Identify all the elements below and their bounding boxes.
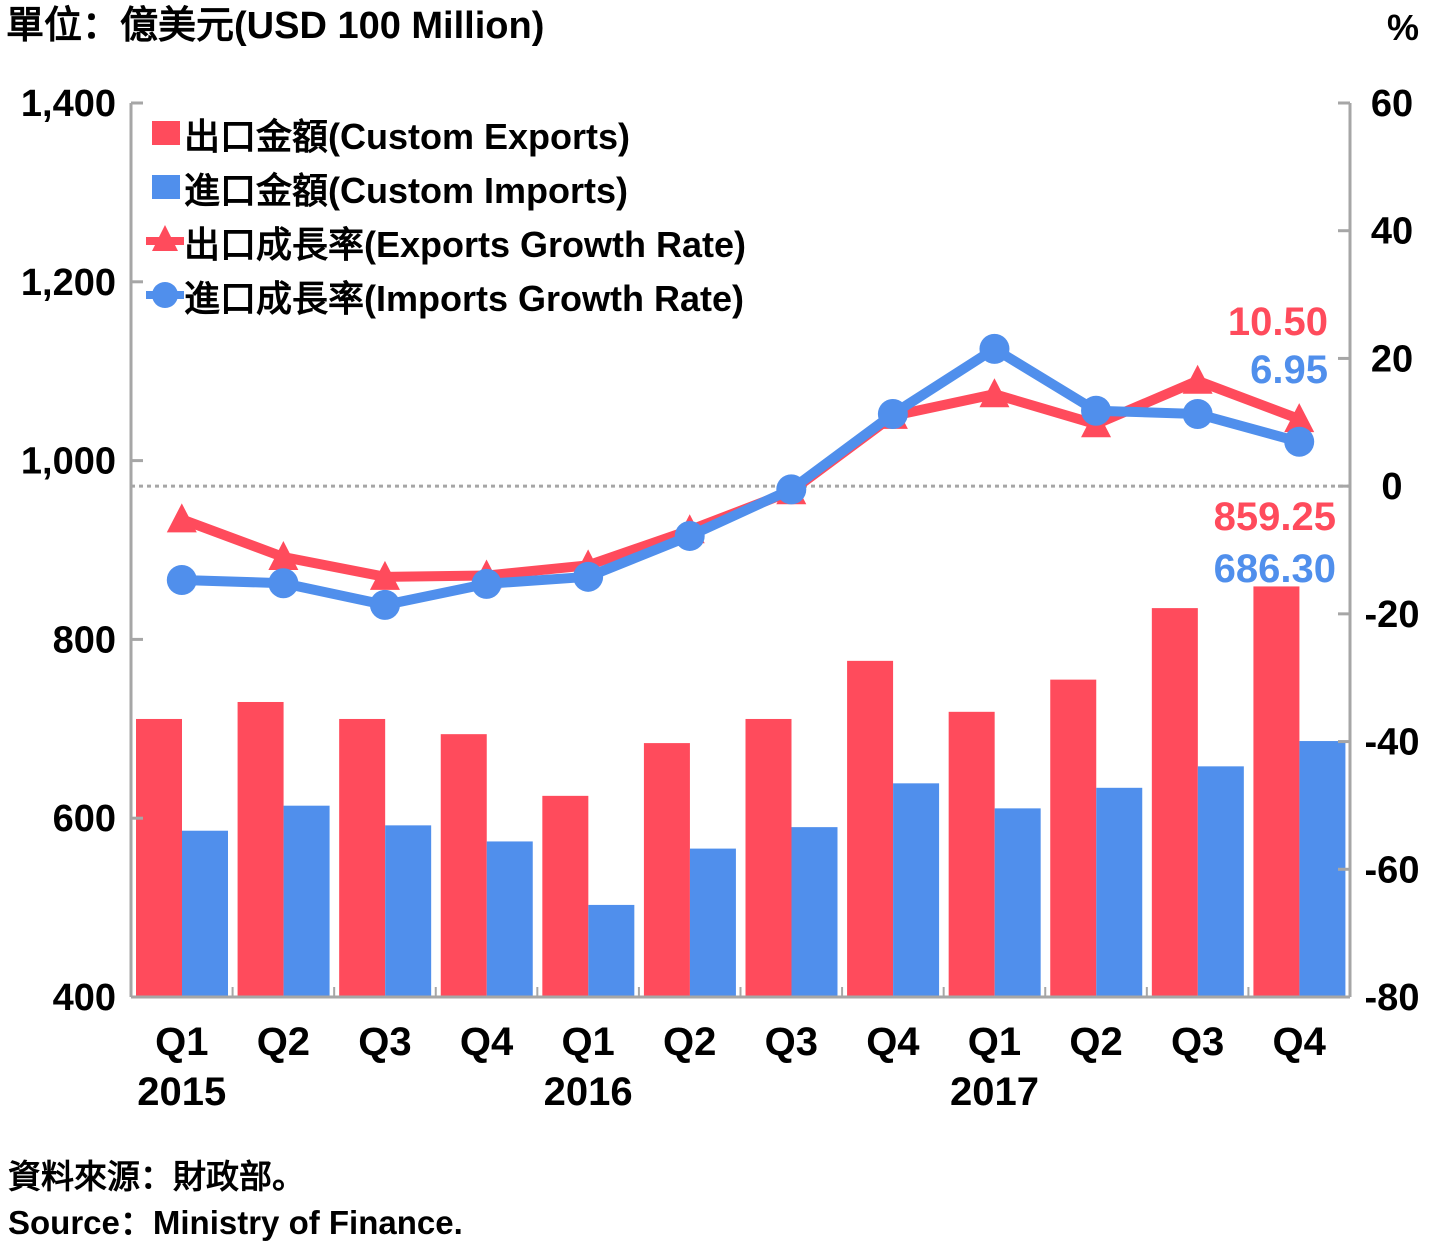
legend-swatch-imports	[152, 175, 180, 199]
exports-growth-marker	[369, 560, 400, 590]
x-axis-tick-label: Q1	[968, 1020, 1021, 1064]
bar-imports	[182, 830, 228, 997]
left-axis-tick-label: 1,400	[21, 83, 116, 125]
x-axis-tick-label: Q2	[257, 1020, 310, 1064]
x-axis-tick-label: Q1	[561, 1020, 614, 1064]
legend: 出口金額(Custom Exports) 進口金額(Custom Imports)…	[146, 116, 746, 319]
right-axis-tick-label: 40	[1371, 211, 1413, 253]
bars-layer	[136, 586, 1346, 997]
exports-growth-marker	[979, 378, 1010, 408]
data-label: 10.50	[1228, 300, 1328, 344]
bar-imports	[1299, 741, 1346, 997]
lines-layer	[166, 333, 1315, 620]
bar-imports	[1096, 787, 1143, 997]
legend-label: 進口金額(Custom Imports)	[184, 170, 628, 211]
left-axis-unit-label: 單位：億美元(USD 100 Million)	[6, 5, 544, 47]
right-axis-tick-label: 20	[1371, 338, 1413, 380]
legend-swatch-exports	[152, 121, 180, 145]
left-axis-tick-label: 1,000	[21, 441, 116, 483]
imports-growth-marker	[471, 568, 502, 599]
legend-triangle-marker	[152, 225, 178, 251]
bar-exports	[643, 743, 690, 997]
x-axis-tick-label: Q3	[1171, 1020, 1224, 1064]
legend-label: 進口成長率(Imports Growth Rate)	[184, 278, 744, 319]
x-axis-tick-label: Q2	[663, 1020, 716, 1064]
x-axis-year-label: 2016	[544, 1070, 633, 1114]
data-label: 686.30	[1214, 547, 1336, 591]
right-axis-unit-label: %	[1387, 7, 1419, 48]
imports-growth-marker	[1182, 398, 1213, 429]
bar-imports	[283, 805, 330, 997]
bar-exports	[339, 718, 386, 997]
x-axis-tick-label: Q4	[1273, 1020, 1327, 1064]
x-axis-tick-label: Q4	[866, 1020, 920, 1064]
right-axis-tick-label: -80	[1365, 977, 1420, 1019]
bar-exports	[948, 711, 995, 997]
bar-imports	[486, 841, 533, 997]
legend-circle-marker	[152, 282, 178, 308]
imports-growth-marker	[979, 333, 1010, 364]
x-axis-tick-label: Q3	[358, 1020, 411, 1064]
exports-growth-marker	[1284, 403, 1315, 433]
bar-imports	[893, 783, 940, 997]
bar-exports	[1050, 679, 1097, 997]
imports-growth-marker	[1081, 395, 1112, 426]
legend-label: 出口成長率(Exports Growth Rate)	[184, 224, 746, 265]
bar-exports	[847, 660, 894, 997]
data-label: 6.95	[1250, 348, 1328, 392]
x-axis-tick-label: Q3	[765, 1020, 818, 1064]
bar-imports	[689, 848, 736, 997]
right-axis-tick-label: -40	[1365, 722, 1420, 764]
bar-exports	[745, 718, 792, 997]
source-english: Source：Ministry of Finance.	[8, 1204, 463, 1241]
imports-growth-marker	[1284, 426, 1315, 457]
legend-label: 出口金額(Custom Exports)	[184, 116, 630, 157]
x-axis-year-label: 2017	[950, 1070, 1039, 1114]
right-axis-tick-label: 60	[1371, 83, 1413, 125]
axes-layer: 400 600 800 1,000 1,200 1,400 -80 -60 -40 -20 0 20 4…	[21, 83, 1420, 1114]
exports-growth-marker	[166, 503, 197, 533]
bar-exports	[136, 718, 182, 997]
right-axis-tick-label: -60	[1365, 849, 1420, 891]
exports-growth-marker	[268, 541, 299, 571]
imports-growth-marker	[877, 398, 908, 429]
imports-growth-line	[181, 343, 1301, 610]
left-axis-tick-label: 1,200	[21, 262, 116, 304]
imports-growth-marker	[268, 568, 299, 599]
left-axis-tick-label: 600	[53, 798, 116, 840]
data-label: 859.25	[1214, 495, 1336, 539]
x-axis-tick-label: Q2	[1069, 1020, 1122, 1064]
bar-exports	[237, 701, 284, 997]
bar-exports	[1253, 586, 1300, 997]
exports-growth-marker	[1182, 364, 1213, 394]
bar-exports	[440, 734, 487, 997]
annotations-layer: 10.506.95 859.25 686.30	[1214, 300, 1336, 591]
bar-imports	[588, 904, 635, 997]
source-chinese: 資料來源：財政部。	[8, 1158, 305, 1195]
left-axis-tick-label: 400	[53, 977, 116, 1019]
imports-growth-marker	[369, 589, 400, 620]
bar-exports	[542, 795, 589, 997]
bar-imports	[994, 808, 1041, 997]
right-axis-tick-label: 0	[1381, 466, 1402, 508]
right-axis-tick-label: -20	[1365, 594, 1420, 636]
imports-growth-marker	[674, 520, 705, 551]
imports-growth-marker	[573, 561, 604, 592]
x-axis-tick-label: Q4	[460, 1020, 514, 1064]
bar-exports	[1151, 608, 1198, 997]
left-axis-tick-label: 800	[53, 619, 116, 661]
bar-imports	[385, 825, 432, 997]
bar-imports	[791, 827, 838, 997]
imports-growth-marker	[776, 474, 807, 505]
x-axis-tick-label: Q1	[155, 1020, 208, 1064]
x-axis-year-label: 2015	[137, 1070, 226, 1114]
bar-imports	[1197, 766, 1244, 997]
imports-growth-marker	[166, 565, 197, 596]
